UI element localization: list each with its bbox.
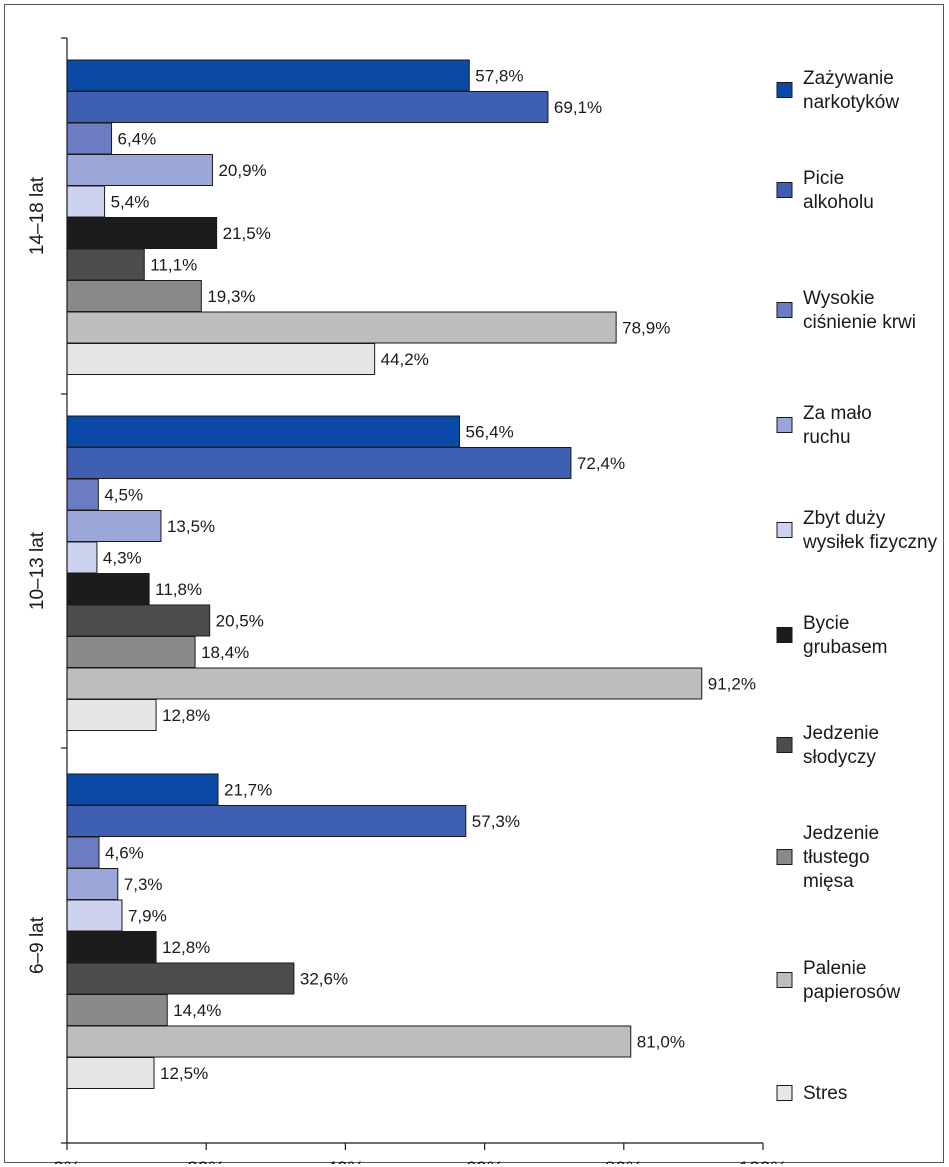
legend-swatch-palenie-papierosow [776,972,793,988]
value-label-6-9-lat-wysokie-cisnienie-krwi: 4,6% [105,844,144,863]
group-label-10-13-lat: 10–13 lat [27,531,48,610]
value-label-10-13-lat-jedzenie-tlustego-miesa: 18,4% [201,643,249,662]
bar-10-13-lat-jedzenie-slodyczy [66,604,211,637]
value-label-6-9-lat-stres: 12,5% [160,1064,208,1083]
bar-6-9-lat-zbyt-duzy-wysilek-fizyczny [66,899,123,932]
bar-14-18-lat-zbyt-duzy-wysilek-fizyczny [66,185,106,218]
value-label-10-13-lat-wysokie-cisnienie-krwi: 4,5% [104,486,143,505]
group-label-14-18-lat: 14–18 lat [27,176,48,255]
value-label-10-13-lat-jedzenie-slodyczy: 20,5% [216,612,264,631]
bar-6-9-lat-stres [66,1057,155,1089]
value-label-14-18-lat-bycie-grubasem: 21,5% [223,224,271,243]
value-label-6-9-lat-jedzenie-slodyczy: 32,6% [300,970,348,989]
value-label-6-9-lat-palenie-papierosow: 81,0% [637,1033,685,1052]
value-label-10-13-lat-za-malo-ruchu: 13,5% [167,517,215,536]
bar-10-13-lat-zazywanie-narkotykow [66,415,461,448]
legend-swatch-jedzenie-tlustego-miesa [776,849,793,865]
bar-14-18-lat-za-malo-ruchu [66,154,213,186]
bar-6-9-lat-jedzenie-slodyczy [66,962,295,995]
bar-14-18-lat-picie-alkoholu [66,91,549,123]
x-tick-label: 20% [187,1159,225,1164]
value-label-14-18-lat-picie-alkoholu: 69,1% [554,98,602,117]
bars-layer [66,59,703,1089]
bar-6-9-lat-jedzenie-tlustego-miesa [66,994,168,1026]
bar-14-18-lat-wysokie-cisnienie-krwi [66,122,113,155]
legend-swatch-picie-alkoholu [776,182,793,198]
bar-10-13-lat-za-malo-ruchu [66,510,162,542]
value-label-6-9-lat-bycie-grubasem: 12,8% [162,938,210,957]
legend-swatch-za-malo-ruchu [776,417,793,433]
legend-swatch-bycie-grubasem [776,627,793,643]
value-label-14-18-lat-stres: 44,2% [381,350,429,369]
legend-label-bycie-grubasem: Bycie grubasem [803,613,888,658]
bar-14-18-lat-jedzenie-slodyczy [66,248,145,281]
bar-14-18-lat-jedzenie-tlustego-miesa [66,280,202,312]
value-label-14-18-lat-zazywanie-narkotykow: 57,8% [475,67,523,86]
bar-10-13-lat-stres [66,699,157,731]
legend: Zażywanie narkotyków Picie alkoholu Wysokie c… [776,68,938,1104]
value-label-14-18-lat-zbyt-duzy-wysilek-fizyczny: 5,4% [111,193,150,212]
value-label-10-13-lat-zbyt-duzy-wysilek-fizyczny: 4,3% [103,549,142,568]
bar-6-9-lat-palenie-papierosow [66,1025,632,1058]
bar-6-9-lat-za-malo-ruchu [66,868,119,900]
x-tick-label: 0% [53,1159,81,1164]
bar-10-13-lat-palenie-papierosow [66,667,703,700]
bar-10-13-lat-picie-alkoholu [66,447,572,479]
value-label-14-18-lat-jedzenie-tlustego-miesa: 19,3% [207,287,255,306]
value-label-6-9-lat-picie-alkoholu: 57,3% [472,812,520,831]
bar-6-9-lat-bycie-grubasem [66,931,157,963]
bar-10-13-lat-bycie-grubasem [66,573,150,605]
legend-swatch-wysokie-cisnienie-krwi [776,302,793,318]
group-label-6-9-lat: 6–9 lat [27,916,48,974]
legend-label-za-malo-ruchu: Za mało ruchu [803,403,872,448]
bar-6-9-lat-picie-alkoholu [66,805,467,837]
bar-14-18-lat-zazywanie-narkotykow [66,59,470,92]
legend-label-palenie-papierosow: Palenie papierosów [803,958,900,1003]
value-label-10-13-lat-palenie-papierosow: 91,2% [708,675,756,694]
legend-swatch-zazywanie-narkotykow [776,82,793,98]
x-tick-label: 80% [605,1159,643,1164]
legend-swatch-jedzenie-slodyczy [776,737,793,753]
value-label-14-18-lat-jedzenie-slodyczy: 11,1% [150,256,197,275]
value-label-6-9-lat-zazywanie-narkotykow: 21,7% [224,781,272,800]
value-label-10-13-lat-picie-alkoholu: 72,4% [577,454,625,473]
value-label-14-18-lat-za-malo-ruchu: 20,9% [218,161,266,180]
value-label-6-9-lat-za-malo-ruchu: 7,3% [124,875,163,894]
x-tick-label: 60% [466,1159,504,1164]
legend-label-zbyt-duzy-wysilek-fizyczny: Zbyt duży wysiłek fizyczny [802,508,938,553]
legend-label-jedzenie-slodyczy: Jedzenie słodyczy [803,723,879,768]
legend-label-jedzenie-tlustego-miesa: Jedzenie tłustego mięsa [803,823,879,892]
bar-6-9-lat-zazywanie-narkotykow [66,773,219,806]
value-label-6-9-lat-jedzenie-tlustego-miesa: 14,4% [173,1001,221,1020]
legend-swatch-zbyt-duzy-wysilek-fizyczny [776,522,793,538]
bar-14-18-lat-bycie-grubasem [66,217,218,249]
legend-swatch-stres [776,1085,793,1101]
bar-10-13-lat-zbyt-duzy-wysilek-fizyczny [66,541,98,574]
value-label-10-13-lat-stres: 12,8% [162,706,210,725]
legend-label-picie-alkoholu: Picie alkoholu [803,168,874,213]
bar-10-13-lat-jedzenie-tlustego-miesa [66,636,196,668]
x-tick-label: 40% [326,1159,364,1164]
legend-label-wysokie-cisnienie-krwi: Wysokie ciśnienie krwi [803,288,916,333]
x-tick-label: 100% [739,1159,788,1164]
value-labels-layer: 57,8% 69,1% 6,4% 20,9% 5,4% 21,5% 11,1% 19,3% 78… [103,67,756,1084]
bar-6-9-lat-wysokie-cisnienie-krwi [66,836,100,869]
value-label-14-18-lat-wysokie-cisnienie-krwi: 6,4% [118,130,157,149]
legend-label-stres: Stres [803,1083,847,1104]
value-label-14-18-lat-palenie-papierosow: 78,9% [622,319,670,338]
value-label-6-9-lat-zbyt-duzy-wysilek-fizyczny: 7,9% [128,907,167,926]
bar-10-13-lat-wysokie-cisnienie-krwi [66,478,99,511]
axes: 14–18 lat 10–13 lat 6–9 lat 0% 20% 40% 60% 80% 1… [27,37,788,1164]
bar-chart: 57,8% 69,1% 6,4% 20,9% 5,4% 21,5% 11,1% 19,3% 78… [27,37,938,1164]
bar-14-18-lat-stres [66,343,376,375]
value-label-10-13-lat-zazywanie-narkotykow: 56,4% [466,423,514,442]
legend-label-zazywanie-narkotykow: Zażywanie narkotyków [803,68,899,113]
bar-14-18-lat-palenie-papierosow [66,311,617,344]
value-label-10-13-lat-bycie-grubasem: 11,8% [155,580,202,599]
chart-frame: 57,8% 69,1% 6,4% 20,9% 5,4% 21,5% 11,1% 19,3% 78… [4,4,944,1164]
